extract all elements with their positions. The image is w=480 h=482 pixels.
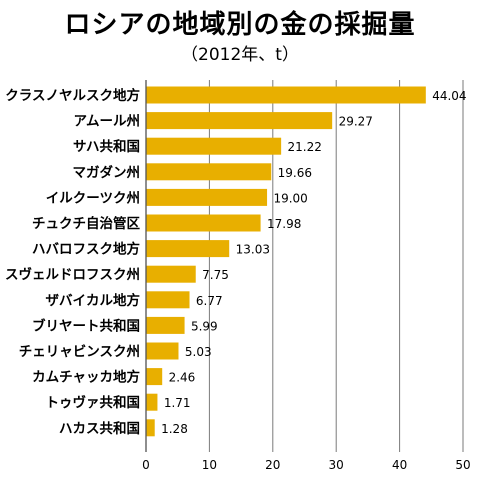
value-label: 17.98: [267, 217, 301, 231]
x-tick-label: 50: [455, 458, 470, 472]
bar-3: [146, 163, 272, 181]
bar-9: [146, 316, 185, 334]
value-label: 1.28: [161, 422, 188, 436]
value-label: 19.66: [278, 166, 312, 180]
value-label: 7.75: [202, 268, 229, 282]
value-label: 19.00: [273, 191, 307, 205]
category-label: トゥヴァ共和国: [46, 394, 141, 411]
bar-11: [146, 368, 163, 386]
bar-1: [146, 112, 333, 130]
bars: [146, 86, 426, 437]
bar-10: [146, 342, 179, 360]
category-label: アムール州: [73, 114, 140, 130]
x-tick-label: 20: [265, 458, 280, 472]
value-label: 1.71: [164, 396, 191, 410]
bar-12: [146, 393, 158, 411]
value-label: 6.77: [196, 294, 223, 308]
x-tick-label: 0: [142, 458, 150, 472]
value-label: 2.46: [169, 371, 196, 385]
category-label: ザバイカル地方: [46, 292, 141, 309]
category-label: スヴェルドロフスク州: [5, 266, 140, 283]
category-label: チェリャビンスク州: [19, 344, 140, 360]
bar-4: [146, 188, 268, 206]
bar-8: [146, 291, 190, 309]
bar-5: [146, 214, 261, 232]
x-tick-label: 10: [202, 458, 217, 472]
chart-subtitle: （2012年、t）: [181, 45, 299, 65]
bar-0: [146, 86, 426, 104]
bar-7: [146, 265, 196, 283]
category-label: クラスノヤルスク地方: [5, 87, 140, 104]
x-tick-label: 30: [329, 458, 344, 472]
category-label: ハバロフスク地方: [32, 241, 140, 258]
labels: 0 10 20 30 40 50 クラスノヤルスク地方 44.04 アムール州 29.27 サハ共和…: [5, 87, 471, 472]
category-label: カムチャッカ地方: [32, 369, 140, 386]
category-label: ブリヤート共和国: [32, 317, 140, 334]
x-tick-label: 40: [392, 458, 407, 472]
category-label: マガダン州: [73, 164, 141, 181]
category-label: イルクーツク州: [46, 190, 140, 206]
category-label: チュクチ自治管区: [32, 215, 140, 232]
value-label: 5.03: [185, 345, 212, 359]
value-label: 5.99: [191, 319, 218, 333]
bar-6: [146, 240, 230, 258]
value-label: 44.04: [432, 89, 466, 103]
bar-2: [146, 137, 282, 155]
category-label: サハ共和国: [73, 138, 140, 155]
value-label: 21.22: [288, 140, 322, 154]
category-label: ハカス共和国: [59, 420, 140, 437]
value-label: 29.27: [339, 115, 373, 129]
chart-title: ロシアの地域別の金の採掘量: [64, 10, 416, 40]
value-label: 13.03: [236, 243, 270, 257]
bar-13: [146, 419, 155, 437]
grid-lines: [208, 80, 464, 452]
